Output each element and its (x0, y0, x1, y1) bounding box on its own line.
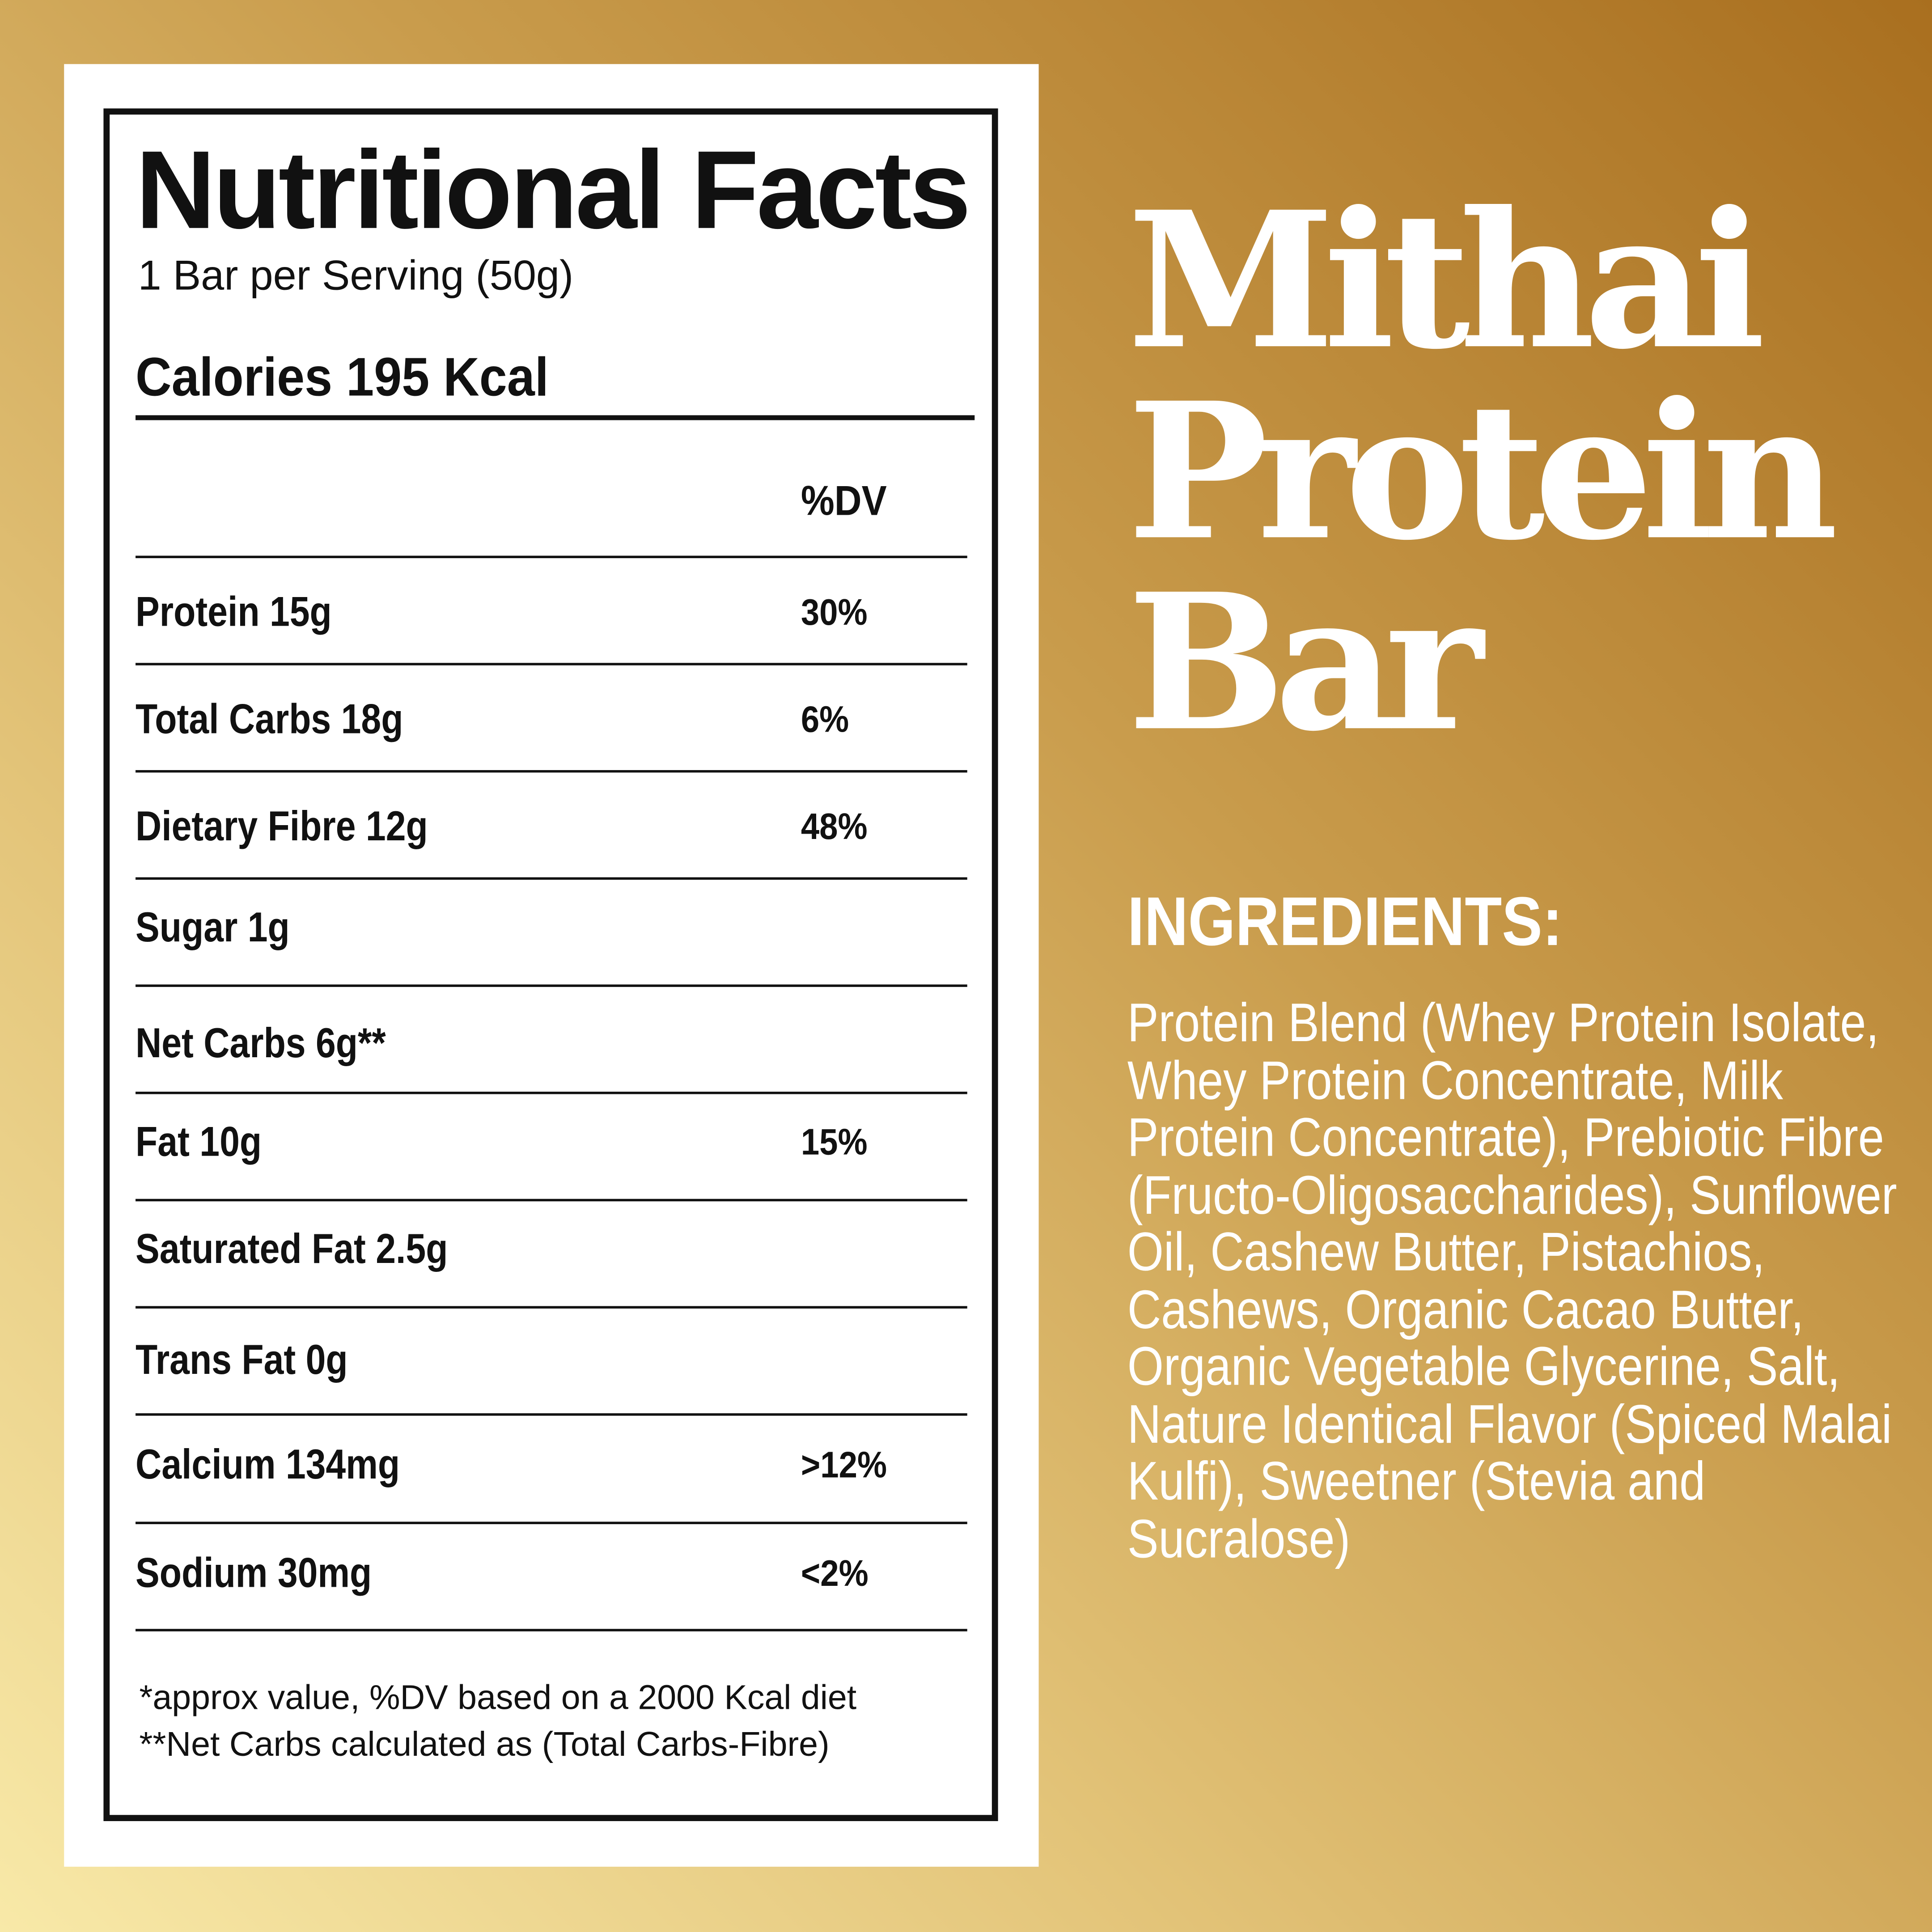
footnote-net-carbs: **Net Carbs calculated as (Total Carbs-F… (139, 1725, 830, 1763)
product-name-line: Bar (1127, 552, 1483, 773)
row-divider (136, 1092, 967, 1094)
nutrient-dv: 6% (801, 699, 849, 741)
product-name-line: Protein (1127, 361, 1839, 582)
nutrient-label: Calcium 134mg (136, 1441, 400, 1489)
row-divider (136, 984, 967, 987)
product-name: Mithai Protein Bar (1127, 170, 1839, 773)
nutrient-label: Sodium 30mg (136, 1550, 372, 1597)
nutrient-dv: 30% (801, 593, 868, 634)
serving-size: 1 Bar per Serving (50g) (138, 252, 574, 300)
divider (136, 415, 975, 420)
nutrient-dv: >12% (801, 1445, 887, 1486)
nutrient-dv: <2% (801, 1554, 869, 1595)
nutrient-dv: 48% (801, 807, 868, 848)
nutrient-label: Protein 15g (136, 589, 332, 636)
row-divider (136, 770, 967, 773)
row-divider (136, 1629, 967, 1631)
nutrient-label: Dietary Fibre 12g (136, 803, 428, 851)
product-name-line: Mithai (1127, 170, 1766, 391)
nutrient-label: Saturated Fat 2.5g (136, 1226, 448, 1273)
nutrient-label: Fat 10g (136, 1119, 262, 1166)
row-divider (136, 1306, 967, 1309)
dv-header: %DV (801, 478, 887, 525)
row-divider (136, 877, 967, 880)
nutrient-label: Trans Fat 0g (136, 1337, 348, 1384)
row-divider (136, 555, 967, 559)
nutrition-label-border (103, 108, 998, 1822)
calories: Calories 195 Kcal (136, 347, 549, 408)
nutrient-label: Net Carbs 6g** (136, 1020, 386, 1067)
ingredients-text: Protein Blend (Whey Protein Isolate, Whe… (1127, 993, 1897, 1569)
ingredients-title: INGREDIENTS: (1127, 882, 1563, 960)
row-divider (136, 1413, 967, 1416)
footnote-dv: *approx value, %DV based on a 2000 Kcal … (139, 1678, 857, 1716)
nutrition-title: Nutritional Facts (136, 129, 971, 253)
nutrition-panel (64, 64, 1039, 1867)
row-divider (136, 663, 967, 665)
row-divider (136, 1521, 967, 1525)
nutrient-dv: 15% (801, 1122, 868, 1163)
nutrient-label: Total Carbs 18g (136, 696, 403, 743)
nutrient-label: Sugar 1g (136, 904, 290, 951)
row-divider (136, 1199, 967, 1202)
